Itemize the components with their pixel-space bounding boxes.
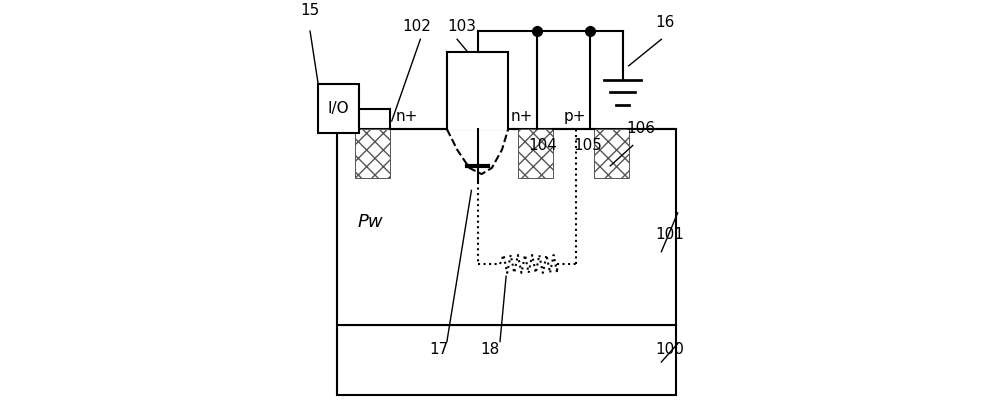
Text: 104: 104 [529,138,557,152]
Text: 16: 16 [655,15,675,30]
Text: 102: 102 [402,19,431,34]
Text: p+: p+ [563,109,586,124]
Text: 101: 101 [655,227,684,242]
Text: 105: 105 [574,138,602,152]
Text: n+: n+ [510,109,533,124]
Text: Pw: Pw [357,213,383,231]
Bar [594,129,629,178]
Text: 18: 18 [480,342,499,357]
Text: 15: 15 [300,3,319,18]
Bar [337,325,676,395]
Text: 17: 17 [429,342,448,357]
Text: 103: 103 [447,19,476,34]
Text: 106: 106 [627,121,656,136]
Text: n+: n+ [396,109,418,124]
Polygon shape [447,51,508,129]
Bar [518,129,553,178]
Bar [318,84,359,133]
Bar [337,129,676,325]
Text: I/O: I/O [328,101,349,116]
Text: 100: 100 [655,342,684,357]
Bar [355,129,390,178]
